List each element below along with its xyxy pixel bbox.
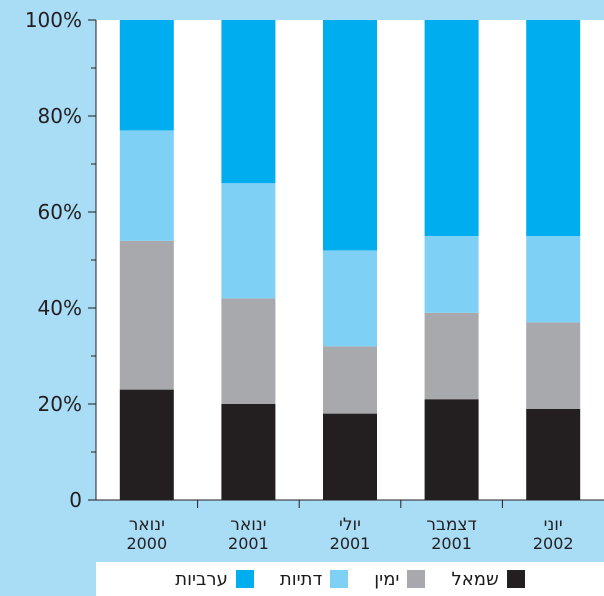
legend-item: שמאל: [451, 568, 525, 590]
bar-segment: [119, 389, 174, 500]
bar-segment: [526, 322, 581, 409]
legend-label: ימין: [374, 568, 400, 590]
y-axis: 0 20% 40% 60% 80% 100%: [25, 8, 97, 512]
bar-segment: [526, 236, 581, 323]
legend-label: שמאל: [451, 568, 499, 590]
x-tick-label: יולי: [339, 515, 361, 535]
bar-segment: [119, 130, 174, 241]
y-tick-label: 80%: [38, 104, 82, 128]
y-tick-label: 60%: [38, 200, 82, 224]
legend-item: ימין: [374, 568, 426, 590]
legend-swatch: [506, 570, 525, 588]
x-tick-label-year: 2001: [228, 534, 269, 553]
x-tick-label-year: 2002: [533, 534, 574, 553]
bar-segment: [424, 399, 479, 500]
bar-segment: [526, 20, 581, 236]
legend-label: דתיות: [279, 568, 323, 590]
bar-segment: [424, 312, 479, 400]
bar-segment: [424, 236, 479, 313]
bar-segment: [424, 20, 479, 236]
legend-item: דתיות: [279, 568, 349, 590]
bar-segment: [221, 404, 276, 500]
bar-segment: [323, 346, 377, 414]
bar-segment: [323, 413, 377, 500]
y-tick-label: 0: [69, 488, 82, 512]
x-tick-label: יוני: [544, 515, 563, 535]
legend-label: ערביות: [175, 568, 228, 590]
x-axis: ינואר2000ינואר2001יולי2001דצמבר2001יוני2…: [96, 499, 604, 553]
x-tick-label-year: 2001: [431, 534, 472, 553]
bar-segment: [119, 20, 174, 131]
x-tick-label: ינואר: [230, 515, 266, 535]
bar-segment: [323, 250, 377, 347]
x-tick-label-year: 2001: [330, 534, 371, 553]
x-tick-label-year: 2000: [126, 534, 167, 553]
x-tick-label: ינואר: [129, 515, 165, 535]
y-tick-label: 40%: [38, 296, 82, 320]
legend-swatch: [407, 570, 426, 588]
legend-swatch: [235, 570, 254, 588]
y-tick-label: 20%: [38, 392, 82, 416]
x-tick-label: דצמבר: [426, 515, 476, 535]
bar-segment: [221, 298, 276, 404]
bar-segment: [526, 408, 581, 500]
legend-item: ערביות: [175, 569, 254, 590]
bars: [119, 20, 581, 500]
legend-swatch: [330, 570, 349, 588]
y-tick-label: 100%: [25, 8, 82, 32]
bar-segment: [221, 183, 276, 299]
bar-segment: [119, 240, 174, 390]
bar-segment: [221, 20, 276, 184]
legend: שמאל ימין דתיות ערביות: [96, 562, 604, 596]
bar-segment: [323, 20, 377, 251]
